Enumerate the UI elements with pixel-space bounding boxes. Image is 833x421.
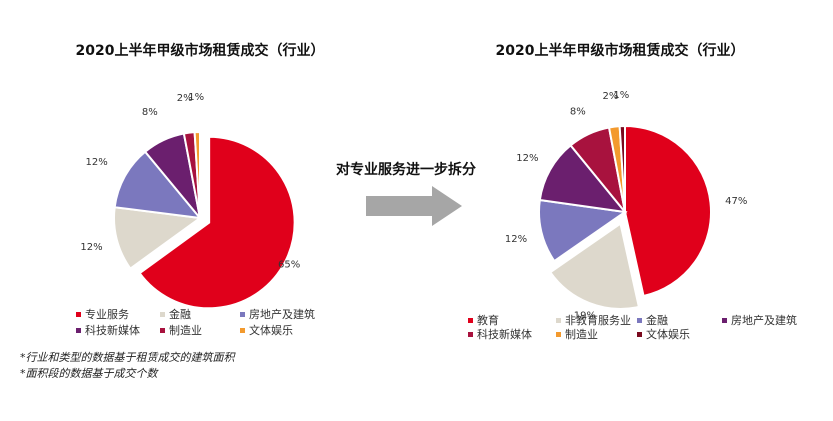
legend-swatch xyxy=(722,318,727,323)
arrow-label: 对专业服务进一步拆分 xyxy=(336,161,476,178)
legend-swatch xyxy=(76,312,81,317)
pie-data-label: 47% xyxy=(725,196,747,207)
pie-data-label: 12% xyxy=(85,157,107,168)
pie-slice xyxy=(538,198,628,263)
pie-slice xyxy=(538,143,628,214)
pie-data-label: 19% xyxy=(574,310,596,321)
legend-swatch xyxy=(240,312,245,317)
footnote-2: *面积段的数据基于成交个数 xyxy=(20,367,159,380)
pie-slice xyxy=(618,124,626,213)
pie-slice xyxy=(137,135,297,310)
pie-data-label: 12% xyxy=(505,234,527,245)
pie-slice xyxy=(113,150,203,220)
legend-swatch xyxy=(76,328,81,333)
pie-data-label: 12% xyxy=(80,242,102,253)
legend-swatch xyxy=(556,332,561,337)
legend-swatch xyxy=(468,332,473,337)
pie-slice xyxy=(624,124,712,298)
legend-label: 科技新媒体 xyxy=(477,327,532,341)
pie-data-label: 12% xyxy=(516,153,538,164)
legend-swatch xyxy=(468,318,473,323)
pie-data-label: 8% xyxy=(570,107,586,118)
right-pie-chart: 2020上半年甲级市场租赁成交（行业） 47% 19% 12% 12% 8% 2%1% 教… xyxy=(468,42,797,341)
legend-label: 金融 xyxy=(646,313,668,327)
legend-label: 专业服务 xyxy=(85,307,129,321)
arrow-right-icon xyxy=(366,186,462,226)
legend-label: 房地产及建筑 xyxy=(731,313,797,327)
legend-swatch xyxy=(240,328,245,333)
pie-data-label: 1% xyxy=(188,92,204,103)
pie-data-label: 1% xyxy=(613,90,629,101)
legend-label: 非教育服务业 xyxy=(565,313,631,327)
pie-data-label: 2% xyxy=(602,91,618,102)
legend-label: 科技新媒体 xyxy=(85,323,140,337)
pie-slice xyxy=(113,206,203,270)
legend-swatch xyxy=(556,318,561,323)
left-chart-title: 2020上半年甲级市场租赁成交（行业） xyxy=(76,42,325,59)
legend-label: 房地产及建筑 xyxy=(249,307,315,321)
legend-label: 教育 xyxy=(477,313,499,327)
pie-data-label: 65% xyxy=(278,259,300,270)
pie-data-label: 2% xyxy=(177,93,193,104)
left-pie-chart: 2020上半年甲级市场租赁成交（行业） 65% 12% 12% 8% 2%1% 专业服务… xyxy=(76,42,325,337)
legend-label: 制造业 xyxy=(169,323,202,337)
legend-label: 文体娱乐 xyxy=(646,327,690,341)
legend-label: 金融 xyxy=(169,307,191,321)
legend-swatch xyxy=(160,328,165,333)
legend-label: 制造业 xyxy=(565,327,598,341)
footnotes: *行业和类型的数据基于租赁成交的建筑面积 *面积段的数据基于成交个数 xyxy=(20,351,236,380)
footnote-1: *行业和类型的数据基于租赁成交的建筑面积 xyxy=(20,351,236,364)
pie-slice xyxy=(548,221,641,311)
split-arrow: 对专业服务进一步拆分 xyxy=(336,161,476,226)
pie-data-label: 8% xyxy=(142,107,158,118)
left-pie: 65% 12% 12% 8% 2%1% xyxy=(80,92,300,310)
right-pie: 47% 19% 12% 12% 8% 2%1% xyxy=(505,90,748,321)
legend-label: 文体娱乐 xyxy=(249,323,293,337)
legend-swatch xyxy=(637,332,642,337)
legend-swatch xyxy=(160,312,165,317)
right-chart-title: 2020上半年甲级市场租赁成交（行业） xyxy=(496,42,745,59)
pie-slice xyxy=(193,130,201,219)
legend-swatch xyxy=(637,318,642,323)
